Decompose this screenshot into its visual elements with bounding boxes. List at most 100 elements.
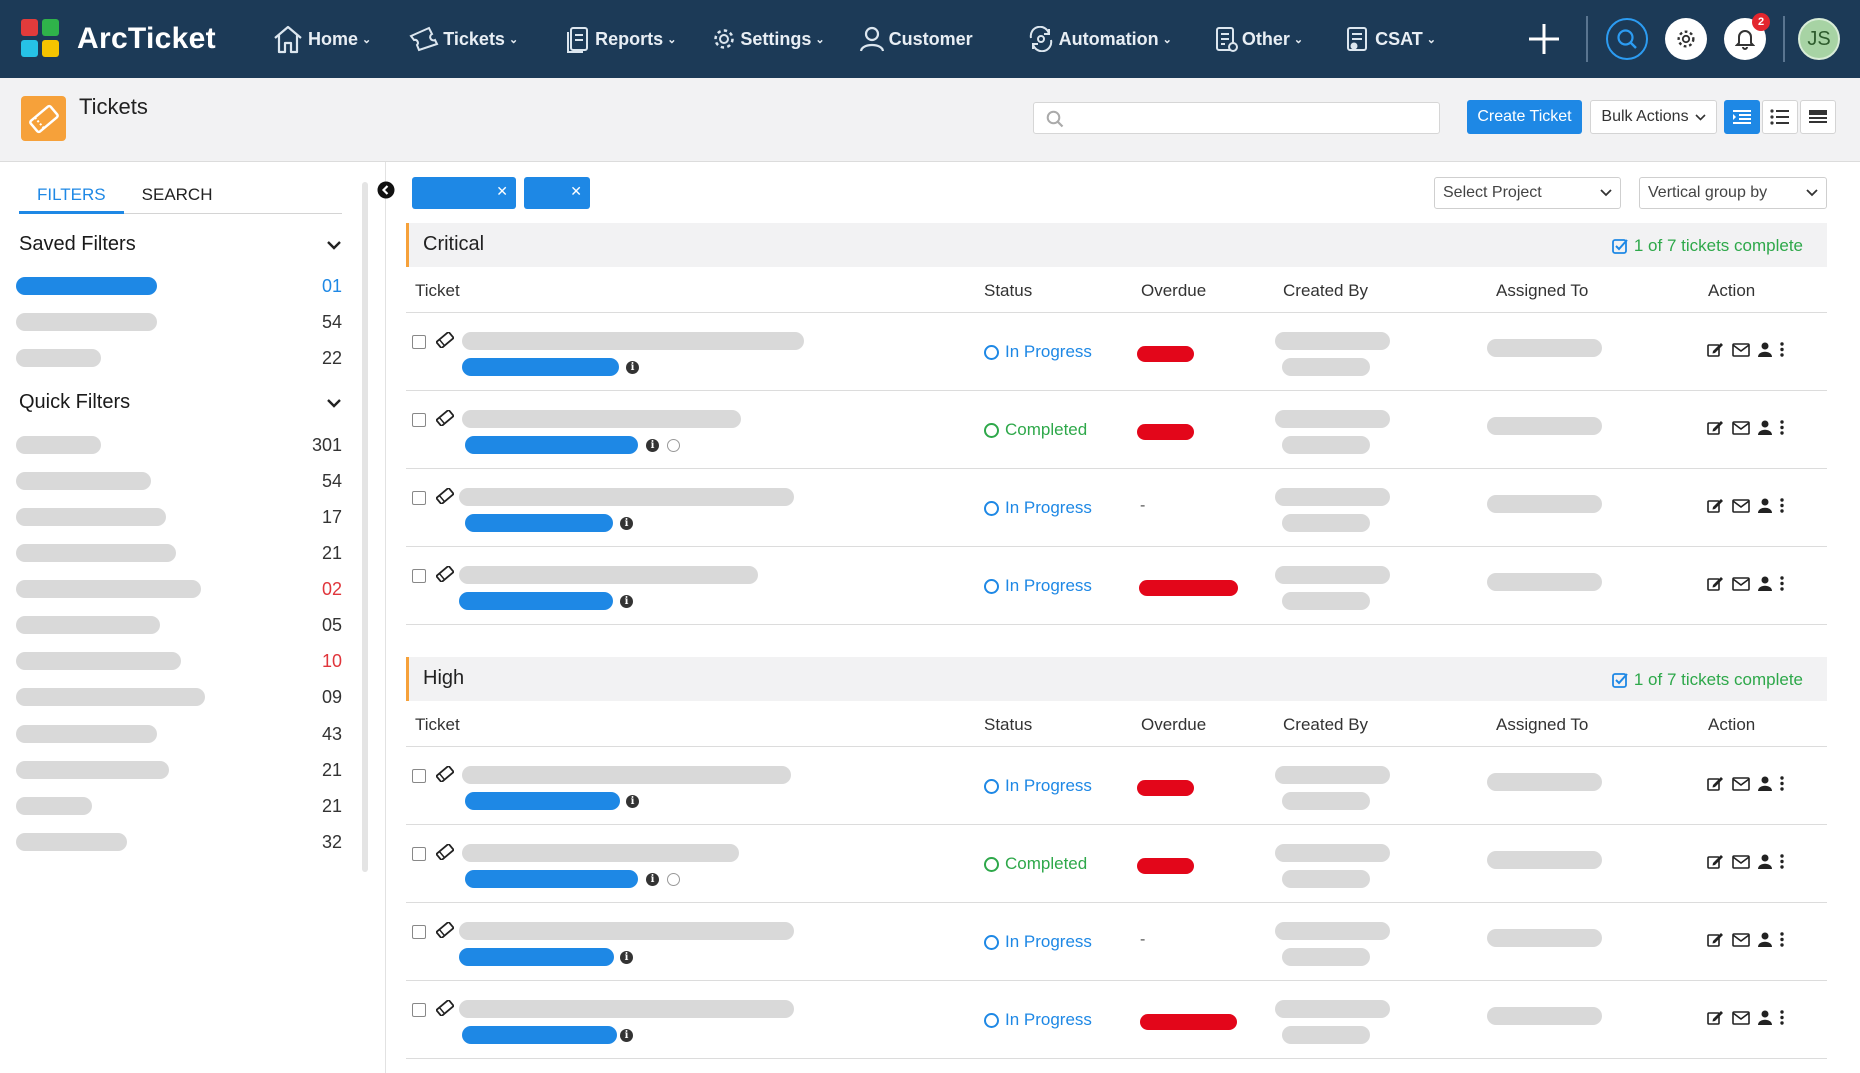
col-action[interactable]: Action: [1708, 715, 1756, 734]
saved-filters-header[interactable]: Saved Filters: [19, 233, 342, 256]
select-project-dropdown[interactable]: Select Project: [1434, 177, 1621, 209]
table-row[interactable]: i In Progress: [406, 313, 1827, 391]
edit-icon[interactable]: [1707, 932, 1724, 947]
nav-reports[interactable]: Reports ⌄: [565, 0, 676, 78]
quick-filter-item[interactable]: 17: [16, 505, 342, 529]
notifications-button[interactable]: 2: [1724, 13, 1770, 60]
ticket-search-input[interactable]: [1074, 107, 1424, 129]
info-icon[interactable]: i: [620, 951, 633, 964]
row-checkbox[interactable]: [412, 569, 426, 583]
col-ticket[interactable]: Ticket: [415, 281, 460, 300]
edit-icon[interactable]: [1707, 498, 1724, 513]
tab-search[interactable]: SEARCH: [141, 185, 213, 204]
quick-filter-item[interactable]: 21: [16, 794, 342, 818]
nav-customer[interactable]: Customer: [859, 0, 973, 78]
more-options-icon[interactable]: [1780, 854, 1784, 869]
table-row[interactable]: i In Progress: [406, 747, 1827, 825]
quick-filter-item[interactable]: 43: [16, 722, 342, 746]
more-options-icon[interactable]: [1780, 576, 1784, 591]
info-icon[interactable]: i: [626, 795, 639, 808]
edit-icon[interactable]: [1707, 776, 1724, 791]
quick-filter-item[interactable]: 54: [16, 469, 342, 493]
assign-user-icon[interactable]: [1758, 932, 1772, 947]
info-icon[interactable]: i: [620, 595, 633, 608]
col-created-by[interactable]: Created By: [1283, 281, 1369, 300]
info-icon[interactable]: i: [620, 1029, 633, 1042]
ticket-subject-redacted[interactable]: [459, 922, 794, 940]
edit-icon[interactable]: [1707, 854, 1724, 869]
col-overdue[interactable]: Overdue: [1141, 715, 1207, 734]
group-header[interactable]: Critical 1 of 7 tickets complete: [406, 223, 1827, 267]
assign-user-icon[interactable]: [1758, 342, 1772, 357]
mail-icon[interactable]: [1732, 576, 1750, 591]
app-logo[interactable]: ArcTicket: [21, 19, 251, 59]
saved-filter-item[interactable]: 54: [16, 310, 342, 334]
info-icon[interactable]: i: [646, 873, 659, 886]
edit-icon[interactable]: [1707, 1010, 1724, 1025]
nav-automation[interactable]: Automation ⌄: [1027, 0, 1172, 78]
quick-filter-item[interactable]: 21: [16, 758, 342, 782]
settings-button[interactable]: [1665, 18, 1707, 60]
mail-icon[interactable]: [1732, 342, 1750, 357]
table-row[interactable]: i Completed: [406, 391, 1827, 469]
view-group-button[interactable]: [1724, 100, 1760, 134]
row-checkbox[interactable]: [412, 413, 426, 427]
saved-filter-item[interactable]: 01: [16, 274, 342, 298]
mail-icon[interactable]: [1732, 420, 1750, 435]
edit-icon[interactable]: [1707, 420, 1724, 435]
ticket-id-redacted[interactable]: [462, 1026, 617, 1044]
nav-settings[interactable]: Settings ⌄: [712, 0, 825, 78]
row-checkbox[interactable]: [412, 769, 426, 783]
ticket-subject-redacted[interactable]: [459, 1000, 794, 1018]
create-ticket-button[interactable]: Create Ticket: [1467, 100, 1582, 134]
table-row[interactable]: i Completed: [406, 825, 1827, 903]
ticket-id-redacted[interactable]: [465, 514, 613, 532]
info-icon[interactable]: i: [646, 439, 659, 452]
quick-filter-item[interactable]: 10: [16, 649, 342, 673]
edit-icon[interactable]: [1707, 342, 1724, 357]
vertical-group-by-dropdown[interactable]: Vertical group by: [1639, 177, 1827, 209]
mail-icon[interactable]: [1732, 498, 1750, 513]
more-options-icon[interactable]: [1780, 420, 1784, 435]
col-created-by[interactable]: Created By: [1283, 715, 1369, 734]
ticket-subject-redacted[interactable]: [459, 566, 758, 584]
assign-user-icon[interactable]: [1758, 854, 1772, 869]
row-checkbox[interactable]: [412, 1003, 426, 1017]
user-avatar[interactable]: JS: [1798, 18, 1840, 60]
close-icon[interactable]: ✕: [570, 183, 582, 199]
col-ticket[interactable]: Ticket: [415, 715, 460, 734]
tab-filters[interactable]: FILTERS: [19, 184, 124, 214]
assign-user-icon[interactable]: [1758, 576, 1772, 591]
mail-icon[interactable]: [1732, 776, 1750, 791]
quick-filter-item[interactable]: 301: [16, 433, 342, 457]
ticket-id-redacted[interactable]: [462, 358, 619, 376]
table-row[interactable]: i In Progress: [406, 547, 1827, 625]
quick-filter-item[interactable]: 21: [16, 541, 342, 565]
bulk-actions-dropdown[interactable]: Bulk Actions: [1590, 100, 1717, 134]
quick-filter-item[interactable]: 32: [16, 830, 342, 854]
table-row[interactable]: i In Progress -: [406, 903, 1827, 981]
more-options-icon[interactable]: [1780, 776, 1784, 791]
ticket-subject-redacted[interactable]: [462, 766, 791, 784]
table-row[interactable]: i In Progress -: [406, 469, 1827, 547]
edit-icon[interactable]: [1707, 576, 1724, 591]
row-checkbox[interactable]: [412, 847, 426, 861]
more-options-icon[interactable]: [1780, 1010, 1784, 1025]
ticket-id-redacted[interactable]: [459, 948, 614, 966]
info-icon[interactable]: i: [626, 361, 639, 374]
quick-add-button[interactable]: [1524, 19, 1564, 59]
assign-user-icon[interactable]: [1758, 420, 1772, 435]
assign-user-icon[interactable]: [1758, 498, 1772, 513]
col-status[interactable]: Status: [984, 281, 1033, 300]
ticket-subject-redacted[interactable]: [462, 332, 804, 350]
nav-csat[interactable]: CSAT ⌄: [1345, 0, 1436, 78]
view-detail-button[interactable]: [1800, 100, 1836, 134]
active-filter-chip[interactable]: ✕: [412, 177, 516, 209]
nav-tickets[interactable]: Tickets ⌄: [409, 0, 518, 78]
mail-icon[interactable]: [1732, 854, 1750, 869]
more-options-icon[interactable]: [1780, 342, 1784, 357]
saved-filter-item[interactable]: 22: [16, 346, 342, 370]
assign-user-icon[interactable]: [1758, 1010, 1772, 1025]
ticket-id-redacted[interactable]: [465, 870, 638, 888]
table-row[interactable]: i In Progress: [406, 981, 1827, 1059]
